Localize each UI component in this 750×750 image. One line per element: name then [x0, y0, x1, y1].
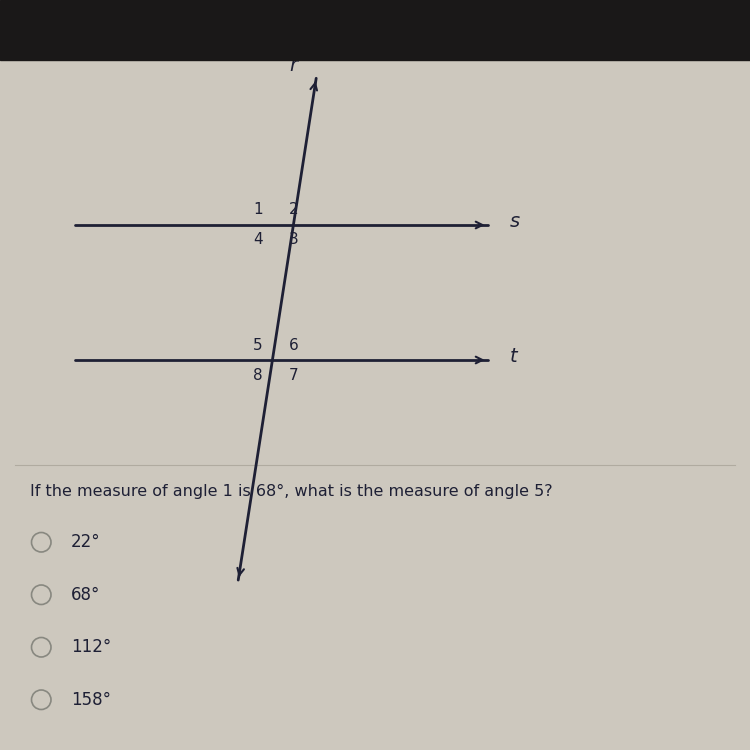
Text: If the measure of angle 1 is 68°, what is the measure of angle 5?: If the measure of angle 1 is 68°, what i…: [30, 484, 553, 499]
Bar: [0, 0, 750, 60]
Text: 6: 6: [289, 338, 298, 352]
Text: 68°: 68°: [71, 586, 100, 604]
Text: 4: 4: [253, 232, 262, 248]
Text: t: t: [510, 346, 518, 366]
Text: 158°: 158°: [71, 691, 111, 709]
Text: 5: 5: [253, 338, 262, 352]
Text: s: s: [510, 211, 520, 231]
Text: 7: 7: [289, 368, 298, 382]
Text: 2: 2: [289, 202, 298, 217]
Text: 22°: 22°: [71, 533, 100, 551]
Text: 1: 1: [253, 202, 262, 217]
Text: r: r: [290, 56, 298, 74]
Text: 112°: 112°: [71, 638, 112, 656]
Text: 8: 8: [253, 368, 262, 382]
Text: 3: 3: [289, 232, 298, 248]
